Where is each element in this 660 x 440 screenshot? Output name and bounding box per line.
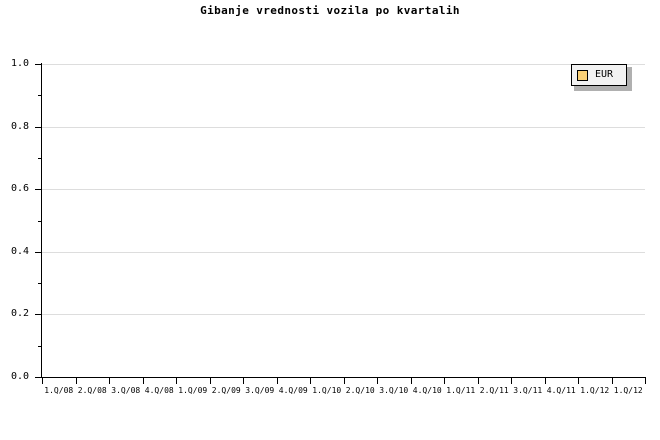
x-axis-tick: [243, 378, 244, 384]
gridline: [42, 251, 645, 253]
y-axis-tick: [35, 314, 42, 316]
x-axis-tick: [444, 378, 445, 384]
x-axis-tick: [76, 378, 77, 384]
x-axis-label: 3.Q/09: [245, 386, 275, 395]
x-axis-label: 2.Q/08: [77, 386, 107, 395]
x-axis-tick: [511, 378, 512, 384]
legend-label: EUR: [595, 69, 614, 80]
y-axis-minor-tick: [38, 283, 42, 285]
legend-color-swatch: [577, 69, 588, 81]
x-axis-label: 4.Q/10: [412, 386, 442, 395]
y-axis-label: 0.6: [10, 183, 29, 195]
x-axis-tick: [310, 378, 311, 384]
plot-area: [42, 64, 645, 377]
x-axis-label: 3.Q/10: [379, 386, 409, 395]
x-axis-tick: [411, 378, 412, 384]
y-axis-label: 0.2: [10, 308, 29, 320]
y-axis-label: 0.4: [10, 245, 29, 257]
y-axis-tick: [35, 251, 42, 253]
y-axis-minor-tick: [38, 345, 42, 347]
x-axis-tick: [42, 378, 43, 384]
x-axis-tick: [377, 378, 378, 384]
x-axis-tick: [545, 378, 546, 384]
x-axis-tick: [344, 378, 345, 384]
x-axis-label: 4.Q/09: [278, 386, 308, 395]
x-axis-label: 1.Q/11: [446, 386, 476, 395]
data-series-layer: [42, 64, 645, 377]
gridline: [42, 189, 645, 191]
x-axis-label: 1.Q/09: [178, 386, 208, 395]
x-axis-label: 1.Q/10: [312, 386, 342, 395]
x-axis-label: 2.Q/11: [479, 386, 509, 395]
y-axis-label: 0.0: [10, 371, 29, 382]
gridline: [42, 314, 645, 316]
y-axis-label: 1.0: [10, 58, 29, 69]
y-axis-minor-tick: [38, 220, 42, 222]
x-axis-tick: [143, 378, 144, 384]
y-axis-minor-tick: [38, 95, 42, 97]
x-axis-tick: [612, 378, 613, 384]
x-axis-tick: [176, 378, 177, 384]
x-axis-tick: [478, 378, 479, 384]
y-axis-label: 0.8: [10, 120, 29, 132]
gridline: [42, 126, 645, 128]
x-axis-tick: [109, 378, 110, 384]
legend[interactable]: EUR: [571, 64, 627, 86]
chart-title: Gibanje vrednosti vozila po kvartalih: [200, 4, 460, 17]
x-axis-tick: [277, 378, 278, 384]
y-axis-minor-tick: [38, 157, 42, 159]
y-axis-tick: [35, 126, 42, 128]
gridlines: [42, 64, 645, 377]
x-axis-line: [41, 377, 646, 378]
y-axis-tick: [35, 64, 42, 65]
x-axis-label: 2.Q/10: [345, 386, 375, 395]
y-axis-tick: [35, 377, 42, 378]
x-axis-label: 1.Q/12: [580, 386, 610, 395]
x-axis-label: 3.Q/08: [111, 386, 141, 395]
x-axis-tick: [210, 378, 211, 384]
y-axis-tick: [35, 189, 42, 191]
x-axis-label: 4.Q/08: [144, 386, 174, 395]
x-axis-label: 1.Q/08: [44, 386, 74, 395]
x-axis-label: 4.Q/11: [546, 386, 576, 395]
gridline: [42, 64, 645, 65]
x-axis-label: 1.Q/12: [613, 386, 643, 395]
x-axis-tick: [578, 378, 579, 384]
x-axis-label: 2.Q/09: [211, 386, 241, 395]
x-axis-label: 3.Q/11: [513, 386, 543, 395]
x-axis-tick: [645, 378, 646, 384]
